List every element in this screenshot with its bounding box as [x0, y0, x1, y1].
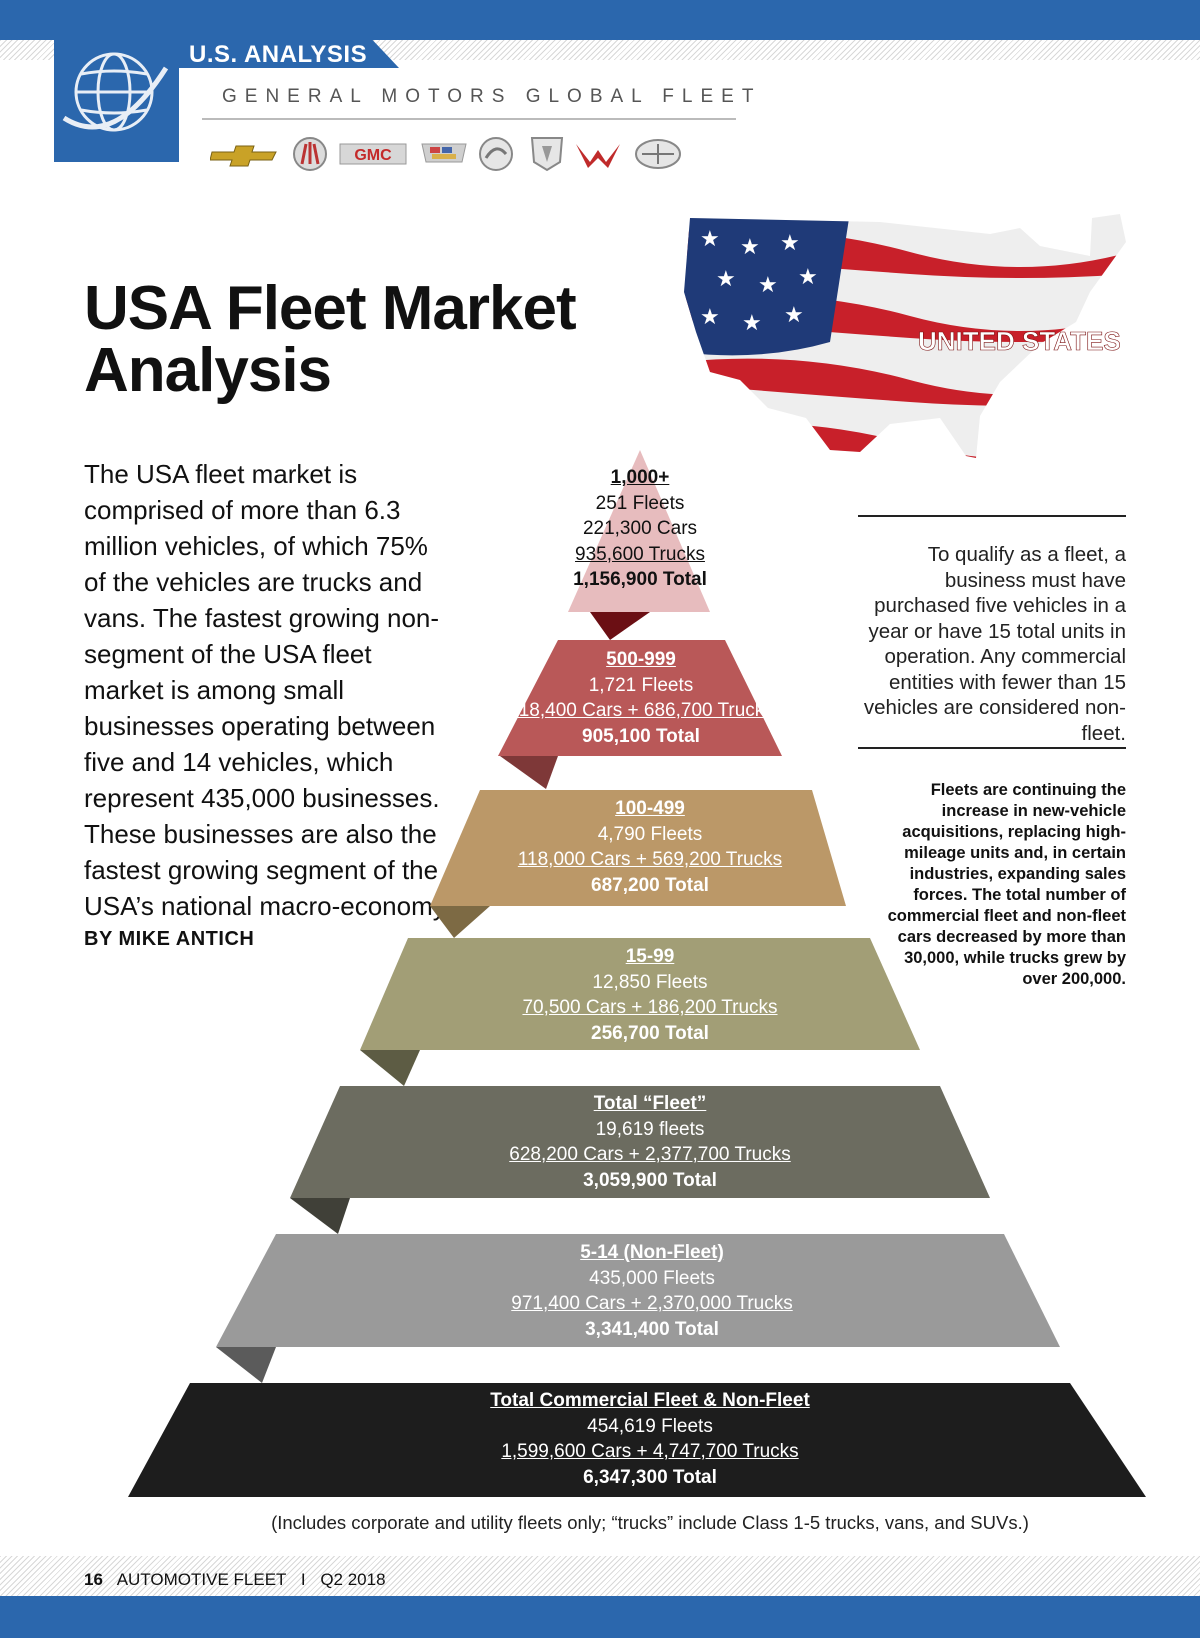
- tier-1-fold: [590, 612, 650, 640]
- svg-text:★: ★: [700, 305, 720, 330]
- tier-2-heading: 500-999: [606, 649, 676, 670]
- tier-4-heading: 15-99: [625, 946, 675, 967]
- svg-text:★: ★: [742, 311, 762, 336]
- svg-text:★: ★: [758, 273, 778, 298]
- tier-6-heading: 5-14 (Non-Fleet): [580, 1242, 724, 1263]
- tier-3-fleets: 4,790 Fleets: [597, 823, 703, 845]
- holden-logo-icon: [479, 137, 513, 171]
- tier-4-label: 15-99 12,850 Fleets 70,500 Cars + 186,20…: [430, 944, 870, 1046]
- tier-6-vehicles: 971,400 Cars + 2,370,000 Trucks: [511, 1293, 793, 1314]
- byline: BY MIKE ANTICH: [84, 928, 255, 950]
- qualify-rule-bottom: [858, 747, 1126, 749]
- us-flag-map: ★ ★ ★ ★ ★ ★ ★ ★ ★ UNITED STATES: [684, 214, 1126, 458]
- tier-2-shape: [498, 640, 782, 756]
- tier-7-heading: Total Commercial Fleet & Non-Fleet: [490, 1390, 810, 1411]
- tier-3-heading: 100-499: [615, 798, 685, 819]
- svg-text:★: ★: [784, 303, 804, 328]
- tier-6-shape: [216, 1234, 1060, 1347]
- brand-logos: GMC: [210, 137, 681, 172]
- intro-paragraph: The USA fleet market is comprised of mor…: [84, 459, 452, 921]
- page-title: USA Fleet Market Analysis: [84, 274, 577, 405]
- tier-1-heading: 1,000+: [610, 467, 670, 488]
- tier-1-trucks: 935,600 Trucks: [575, 543, 705, 565]
- tier-3-vehicles: 118,000 Cars + 569,200 Trucks: [517, 849, 783, 870]
- tier-5-vehicles: 628,200 Cars + 2,377,700 Trucks: [509, 1144, 791, 1165]
- tier-4-shape: [360, 938, 920, 1050]
- globe-icon: [62, 52, 169, 132]
- gm-global-fleet-title: GENERAL MOTORS GLOBAL FLEET: [222, 86, 762, 107]
- jiefang-logo-icon: [635, 139, 681, 169]
- tier-5-heading: Total “Fleet”: [593, 1093, 707, 1114]
- tier-7-vehicles: 1,599,600 Cars + 4,747,700 Trucks: [501, 1441, 799, 1462]
- tier-2-vehicles: 218,400 Cars + 686,700 Trucks: [508, 700, 774, 721]
- tier-2-label: 500-999 1,721 Fleets 218,400 Cars + 686,…: [500, 647, 782, 749]
- tier-2-fold: [500, 756, 558, 789]
- tier-7-label: Total Commercial Fleet & Non-Fleet 454,6…: [410, 1388, 890, 1490]
- wuling-logo-icon: [576, 144, 620, 168]
- tier-3-label: 100-499 4,790 Fleets 118,000 Cars + 569,…: [450, 796, 850, 898]
- svg-text:GMC: GMC: [354, 147, 392, 164]
- svg-text:★: ★: [700, 227, 720, 252]
- tier-4-total: 256,700 Total: [591, 1022, 709, 1044]
- footnote: (Includes corporate and utility fleets o…: [271, 1512, 1029, 1533]
- tier-6-fleets: 435,000 Fleets: [589, 1267, 715, 1289]
- bottom-bar: [0, 1596, 1200, 1638]
- tier-1-total: 1,156,900 Total: [573, 569, 707, 590]
- footer-separator: I: [300, 1570, 306, 1589]
- tier-1-label: 1,000+ 251 Fleets 221,300 Cars 935,600 T…: [540, 465, 740, 593]
- tier-5-total: 3,059,900 Total: [583, 1169, 717, 1191]
- issue-label: Q2 2018: [320, 1570, 386, 1589]
- tier-3-total: 687,200 Total: [591, 874, 709, 896]
- tier-1-fleets: 251 Fleets: [595, 492, 685, 514]
- tier-5-fleets: 19,619 fleets: [595, 1118, 705, 1140]
- gmc-logo-icon: GMC: [339, 143, 407, 165]
- trend-note: Fleets are continuing the increase in ne…: [887, 781, 1126, 988]
- tier-4-fleets: 12,850 Fleets: [592, 971, 708, 993]
- baojun-logo-icon: [530, 137, 564, 172]
- svg-text:★: ★: [798, 265, 818, 290]
- page-title-line-2: Analysis: [84, 336, 332, 405]
- page-title-line-1: USA Fleet Market: [84, 274, 577, 343]
- tier-5-shape: [290, 1086, 990, 1198]
- tier-7-total: 6,347,300 Total: [583, 1466, 717, 1488]
- tier-4-vehicles: 70,500 Cars + 186,200 Trucks: [522, 997, 778, 1018]
- qualify-rule-top: [858, 515, 1126, 517]
- footer-hatch: [0, 1556, 1200, 1596]
- section-label: U.S. ANALYSIS: [189, 41, 368, 68]
- tier-2-fleets: 1,721 Fleets: [588, 674, 694, 696]
- qualify-note: To qualify as a fleet, a business must h…: [863, 543, 1126, 745]
- tier-1-cars: 221,300 Cars: [582, 518, 698, 539]
- tier-2-total: 905,100 Total: [582, 725, 700, 747]
- tier-6-fold: [216, 1347, 276, 1383]
- tier-5-fold: [290, 1198, 350, 1234]
- svg-text:★: ★: [780, 231, 800, 256]
- tier-1-shape: [568, 450, 710, 612]
- tier-6-total: 3,341,400 Total: [585, 1318, 719, 1340]
- globe-logo-box: [54, 0, 179, 162]
- tier-6-label: 5-14 (Non-Fleet) 435,000 Fleets 971,400 …: [420, 1240, 884, 1342]
- top-bar: [0, 0, 1200, 40]
- tier-3-fold: [430, 906, 490, 938]
- tier-5-label: Total “Fleet” 19,619 fleets 628,200 Cars…: [420, 1091, 880, 1193]
- svg-text:★: ★: [740, 235, 760, 260]
- page-footer: 16 AUTOMOTIVE FLEET I Q2 2018: [84, 1570, 386, 1590]
- tier-7-shape: [128, 1383, 1146, 1497]
- cadillac-logo-icon: [421, 143, 467, 163]
- gm-title-rule: [202, 118, 736, 120]
- tier-4-fold: [360, 1050, 420, 1086]
- tier-3-shape: [430, 790, 846, 906]
- section-tab: U.S. ANALYSIS: [179, 40, 399, 68]
- chevrolet-logo-icon: [210, 145, 277, 167]
- map-label: UNITED STATES: [918, 326, 1121, 356]
- buick-logo-icon: [293, 137, 327, 171]
- page-number: 16: [84, 1570, 103, 1589]
- svg-text:★: ★: [716, 267, 736, 292]
- publication-name: AUTOMOTIVE FLEET: [116, 1570, 287, 1589]
- tier-7-fleets: 454,619 Fleets: [587, 1415, 713, 1437]
